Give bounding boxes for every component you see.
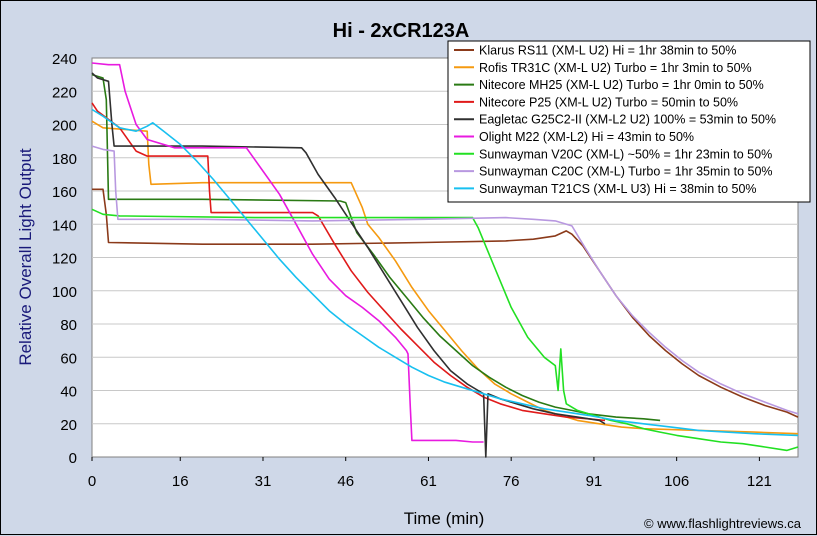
y-tick-label: 160 [52,184,77,201]
chart-title: Hi - 2xCR123A [333,20,470,42]
y-tick-label: 240 [52,51,77,68]
series-line-8 [91,108,799,437]
y-tick-label: 220 [52,84,77,101]
series-line-0 [92,188,799,418]
y-tick-label: 20 [60,417,77,434]
x-axis-title: Time (min) [404,509,485,528]
x-tick-label: 106 [664,473,689,490]
y-tick-label: 120 [52,251,77,268]
y-tick-label: 140 [52,217,77,234]
x-tick-label: 0 [88,473,96,490]
y-tick-label: 40 [60,384,77,401]
x-tick-label: 31 [255,473,272,490]
legend-box [447,40,811,203]
x-tick-label: 91 [586,473,603,490]
y-tick-label: 200 [52,118,77,135]
series-line-4 [91,72,606,458]
series-line-1 [91,120,799,435]
y-tick-label: 0 [69,450,77,467]
gridlines [92,90,798,425]
y-tick-label: 80 [60,317,77,334]
x-tick-label: 46 [337,473,354,490]
legend-entry: Eagletac G25C2-II (XM-L2 U2) 100% = 53mi… [479,113,776,127]
y-axis-title: Relative Overall Light Output [16,148,35,366]
series-line-6 [91,208,799,452]
legend-entry: Klarus RS11 (XM-L U2) Hi = 1hr 38min to … [479,44,736,58]
series-line-7 [91,145,799,415]
x-tick-label: 121 [747,473,772,490]
legend: Klarus RS11 (XM-L U2) Hi = 1hr 38min to … [447,40,811,203]
x-tick-label: 76 [503,473,520,490]
legend-entry: Nitecore MH25 (XM-L U2) Turbo = 1hr 0min… [479,78,764,92]
legend-entry: Olight M22 (XM-L2) Hi = 43min to 50% [479,130,694,144]
series-lines [91,62,799,458]
legend-entry: Nitecore P25 (XM-L U2) Turbo = 50min to … [479,95,738,109]
y-tick-label: 100 [52,284,77,301]
x-tick-label: 61 [420,473,437,490]
credit-text: © www.flashlightreviews.ca [644,516,802,531]
series-line-5 [91,62,484,443]
series-line-2 [91,73,661,422]
y-tick-label: 180 [52,151,77,168]
y-axis-ticks: 0 20 40 60 80 100 120 140 160 180 200 220 240 [52,51,77,467]
x-axis-ticks: 0 16 31 46 61 76 91 106 121 [88,457,772,490]
legend-entry: Rofis TR31C (XM-L U2) Turbo = 1hr 3min t… [479,61,752,75]
legend-entry: Sunwayman T21CS (XM-L U3) Hi = 38min to … [479,182,757,196]
legend-entry: Sunwayman V20C (XM-L) ~50% = 1hr 23min t… [479,147,772,161]
legend-entry: Sunwayman C20C (XM-L) Turbo = 1hr 35min … [479,165,773,179]
series-line-3 [91,102,606,422]
y-tick-label: 60 [60,350,77,367]
x-tick-label: 16 [172,473,189,490]
